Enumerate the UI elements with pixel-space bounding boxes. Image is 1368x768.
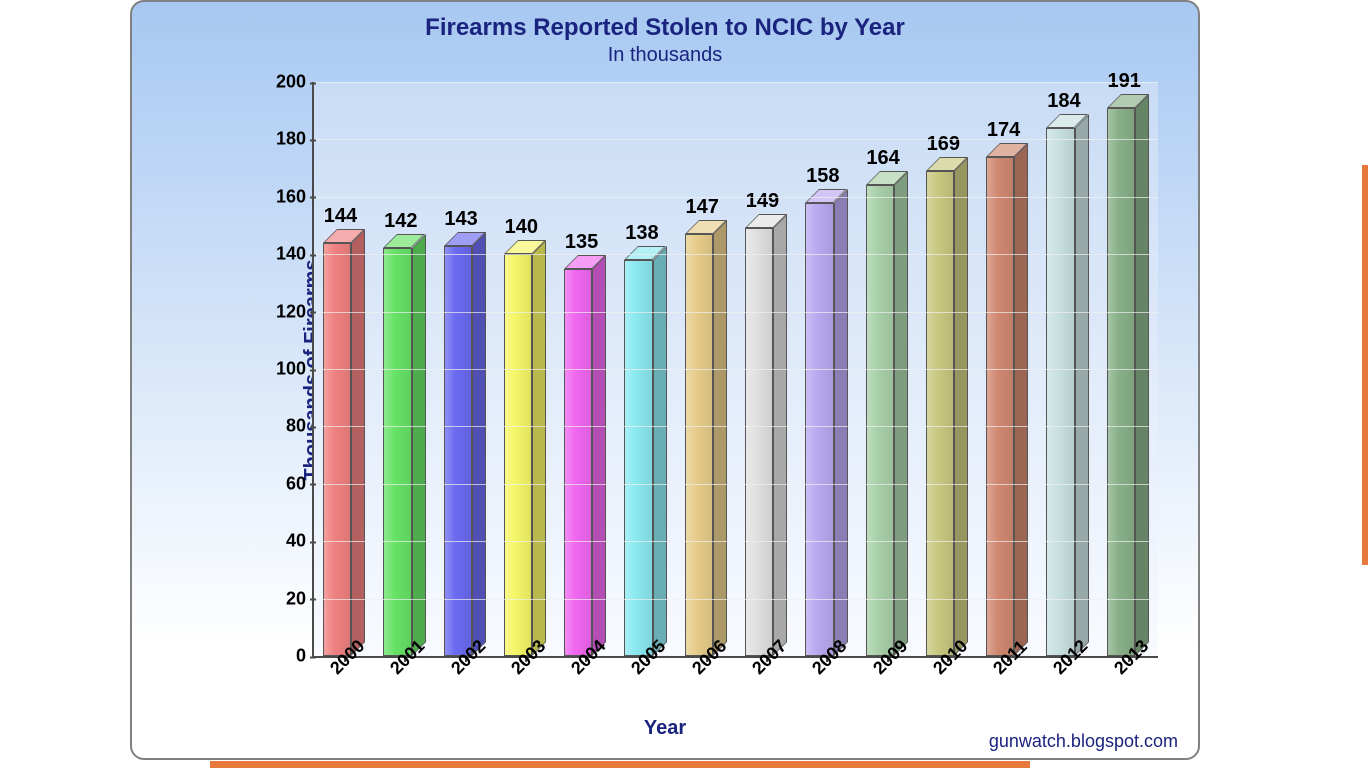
bar-side: [592, 255, 606, 656]
page-accent-right: [1362, 165, 1368, 565]
chart-card: Firearms Reported Stolen to NCIC by Year…: [130, 0, 1200, 760]
bar-side: [834, 189, 848, 656]
bar-side: [773, 214, 787, 656]
bar-front: [866, 185, 894, 656]
bar-side: [472, 232, 486, 656]
bar-front: [685, 234, 713, 656]
bar: 144: [323, 243, 351, 656]
bar-value-label: 143: [444, 208, 477, 231]
bar: 158: [805, 203, 833, 656]
bar-value-label: 164: [866, 147, 899, 170]
bar: 143: [444, 246, 472, 656]
page-accent-bottom: [210, 761, 1030, 768]
bar-value-label: 135: [565, 231, 598, 254]
bar: 174: [986, 157, 1014, 656]
grid-line: [314, 254, 1158, 255]
bar-side: [894, 171, 908, 656]
bar-front: [1107, 108, 1135, 656]
bar-value-label: 184: [1047, 90, 1080, 113]
y-tick: 80: [286, 416, 314, 437]
bar-front: [745, 228, 773, 656]
grid-line: [314, 369, 1158, 370]
y-tick: 40: [286, 531, 314, 552]
bar: 169: [926, 171, 954, 656]
bar-front: [383, 248, 411, 656]
bar: 191: [1107, 108, 1135, 656]
bar: 140: [504, 254, 532, 656]
bar-front: [444, 246, 472, 656]
bar: 138: [624, 260, 652, 656]
y-tick: 20: [286, 588, 314, 609]
bar-side: [412, 234, 426, 656]
bar-value-label: 174: [987, 119, 1020, 142]
bar-side: [1135, 94, 1149, 656]
bar: 142: [383, 248, 411, 656]
bar-value-label: 138: [625, 222, 658, 245]
bar: 149: [745, 228, 773, 656]
bar-front: [323, 243, 351, 656]
bar-side: [351, 229, 365, 656]
bar-front: [805, 203, 833, 656]
grid-line: [314, 541, 1158, 542]
bar-side: [532, 240, 546, 656]
y-tick: 200: [276, 72, 314, 93]
bar-side: [653, 246, 667, 656]
plot-area-wrap: Thousands of Firearms 144142143140135138…: [192, 82, 1168, 658]
bar: 147: [685, 234, 713, 656]
grid-line: [314, 82, 1158, 83]
bar-value-label: 158: [806, 165, 839, 188]
chart-subtitle: In thousands: [132, 44, 1198, 67]
chart-footer: gunwatch.blogspot.com: [989, 731, 1178, 752]
grid-line: [314, 599, 1158, 600]
grid-line: [314, 197, 1158, 198]
y-tick: 120: [276, 301, 314, 322]
bar-side: [713, 220, 727, 656]
bar-value-label: 149: [746, 190, 779, 213]
bar-value-label: 169: [927, 133, 960, 156]
bar-front: [986, 157, 1014, 656]
grid-line: [314, 426, 1158, 427]
bar-side: [1075, 114, 1089, 656]
y-tick: 100: [276, 359, 314, 380]
grid-line: [314, 139, 1158, 140]
y-tick: 0: [296, 646, 314, 667]
x-axis-label: Year: [644, 717, 686, 740]
y-tick: 180: [276, 129, 314, 150]
plot-area: 144 142 143 140 135 138 147 149 158 164 169 174 184 1…: [312, 82, 1158, 658]
bar: 184: [1046, 128, 1074, 656]
bar-front: [1046, 128, 1074, 656]
bar-value-label: 140: [505, 216, 538, 239]
bar-value-label: 144: [324, 205, 357, 228]
bar-value-label: 142: [384, 210, 417, 233]
bar: 164: [866, 185, 894, 656]
bar-front: [624, 260, 652, 656]
bar-value-label: 147: [685, 196, 718, 219]
grid-line: [314, 312, 1158, 313]
bar-front: [504, 254, 532, 656]
y-tick: 160: [276, 186, 314, 207]
y-tick: 140: [276, 244, 314, 265]
y-tick: 60: [286, 473, 314, 494]
grid-line: [314, 484, 1158, 485]
bar-side: [954, 157, 968, 656]
chart-title: Firearms Reported Stolen to NCIC by Year: [132, 14, 1198, 42]
bar-side: [1014, 143, 1028, 656]
bar-front: [926, 171, 954, 656]
